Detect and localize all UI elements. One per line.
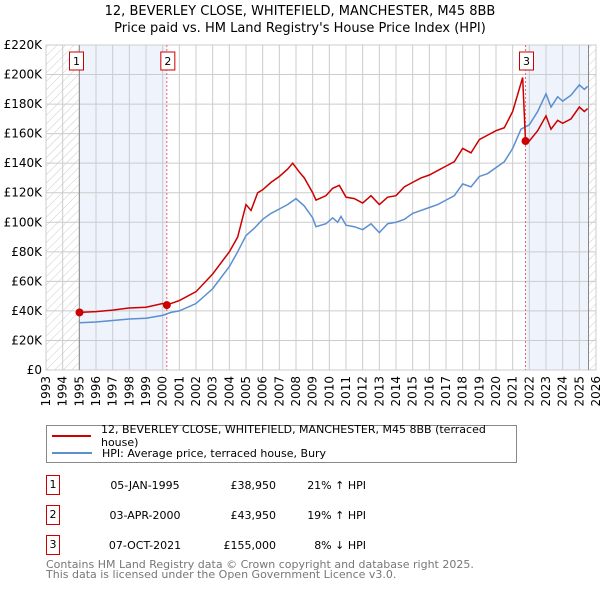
y-tick-label: £60K xyxy=(11,274,43,288)
x-tick-label: 2025 xyxy=(572,376,586,407)
x-tick-label: 2023 xyxy=(539,376,553,407)
x-tick-label: 1995 xyxy=(72,376,86,407)
sale-hpi-diff: 8% ↓ HPI xyxy=(314,539,366,552)
x-tick-label: 1998 xyxy=(122,376,136,407)
x-tick-label: 2017 xyxy=(439,376,453,407)
sale-hpi-diff: 21% ↑ HPI xyxy=(307,479,366,492)
plot-border xyxy=(45,44,597,371)
legend-swatch-blue xyxy=(52,452,92,454)
x-tick-label: 1996 xyxy=(89,376,103,407)
x-tick-label: 2005 xyxy=(239,376,253,407)
plot-area: 1993 1994 1995 1996 1997 1998 1999 2000 2001 2002… xyxy=(4,38,600,407)
x-tick-label: 2018 xyxy=(456,376,470,407)
legend-item-hpi: HPI: Average price, terraced house, Bury xyxy=(47,445,326,461)
x-tick-label: 2021 xyxy=(506,376,520,407)
y-tick-label: £120K xyxy=(4,186,44,200)
y-tick-label: £20K xyxy=(11,333,43,347)
legend-item-property: 12, BEVERLEY CLOSE, WHITEFIELD, MANCHEST… xyxy=(47,423,516,449)
sale-hpi-diff: 19% ↑ HPI xyxy=(307,509,366,522)
sale-marker-box xyxy=(519,51,534,71)
x-tick-label: 1997 xyxy=(106,376,120,407)
x-tick-label: 2019 xyxy=(472,376,486,407)
sale-price: £43,950 xyxy=(230,509,277,522)
legend-label: 12, BEVERLEY CLOSE, WHITEFIELD, MANCHEST… xyxy=(100,423,486,449)
sale-point xyxy=(162,301,171,310)
sale-row: 1 05-JAN-1995 £38,950 21% ↑ HPI xyxy=(46,475,600,497)
x-tick-label: 2010 xyxy=(322,376,336,407)
x-tick-label: 1999 xyxy=(139,376,153,407)
y-tick-label: £40K xyxy=(11,304,43,318)
x-tick-label: 1993 xyxy=(39,376,53,407)
sale-date: 07-OCT-2021 xyxy=(108,539,182,552)
shaded-period xyxy=(79,45,167,370)
x-tick-label: 2014 xyxy=(389,376,403,407)
x-tick-label: 2016 xyxy=(422,376,436,407)
sale-price: £155,000 xyxy=(223,539,277,552)
hatched-region xyxy=(588,45,596,370)
sale-price: £38,950 xyxy=(230,479,277,492)
sale-marker-box xyxy=(160,51,176,71)
y-tick-label: £0 xyxy=(27,363,42,377)
sale-point xyxy=(521,137,530,146)
sale-row: 2 03-APR-2000 £43,950 19% ↑ HPI xyxy=(46,505,600,527)
y-tick-label: £220K xyxy=(4,38,44,52)
x-tick-label: 2009 xyxy=(306,376,320,407)
sale-number: 1 xyxy=(46,475,60,495)
footer-line: Contains HM Land Registry data © Crown c… xyxy=(46,558,474,571)
sale-date: 05-JAN-1995 xyxy=(110,479,180,492)
x-tick-label: 2002 xyxy=(189,376,203,407)
x-tick-label: 2008 xyxy=(289,376,303,407)
y-tick-label: £200K xyxy=(4,68,44,82)
x-tick-label: 2020 xyxy=(489,376,503,407)
y-tick-label: £160K xyxy=(4,127,44,141)
y-tick-label: £100K xyxy=(4,215,44,229)
x-tick-label: 2024 xyxy=(556,376,570,407)
x-tick-label: 2013 xyxy=(372,376,386,407)
x-tick-label: 2012 xyxy=(356,376,370,407)
x-tick-label: 2004 xyxy=(222,376,236,407)
x-tick-label: 2015 xyxy=(406,376,420,407)
sale-marker-label: 2 xyxy=(164,55,171,68)
sale-number: 3 xyxy=(46,535,60,555)
sale-date: 03-APR-2000 xyxy=(109,509,181,522)
x-tick-label: 2000 xyxy=(156,376,170,407)
x-tick-label: 2007 xyxy=(272,376,286,407)
y-tick-label: £140K xyxy=(4,156,44,170)
shaded-period xyxy=(525,45,589,370)
y-tick-label: £180K xyxy=(4,97,44,111)
sale-number: 2 xyxy=(46,505,60,525)
footer: Contains HM Land Registry data © Crown c… xyxy=(46,558,474,581)
sale-marker-label: 3 xyxy=(523,55,530,68)
chart-subtitle: Price paid vs. HM Land Registry's House … xyxy=(114,21,486,36)
legend: 12, BEVERLEY CLOSE, WHITEFIELD, MANCHEST… xyxy=(46,423,517,463)
x-tick-label: 1994 xyxy=(56,376,70,407)
sale-point xyxy=(75,308,84,317)
sale-row: 3 07-OCT-2021 £155,000 8% ↓ HPI xyxy=(46,535,600,557)
x-tick-label: 2022 xyxy=(522,376,536,407)
legend-swatch-red xyxy=(52,435,91,437)
x-tick-label: 2006 xyxy=(256,376,270,407)
chart-title: 12, BEVERLEY CLOSE, WHITEFIELD, MANCHEST… xyxy=(104,4,496,19)
legend-label: HPI: Average price, terraced house, Bury xyxy=(102,446,327,460)
y-tick-label: £80K xyxy=(11,245,43,259)
x-tick-label: 2011 xyxy=(339,376,353,407)
footer-line: This data is licensed under the Open Gov… xyxy=(46,568,397,581)
x-tick-label: 2001 xyxy=(172,376,186,407)
x-tick-label: 2003 xyxy=(206,376,220,407)
x-tick-label: 2026 xyxy=(589,376,600,407)
sale-marker-label: 1 xyxy=(73,55,80,68)
sale-marker-box xyxy=(69,51,84,71)
